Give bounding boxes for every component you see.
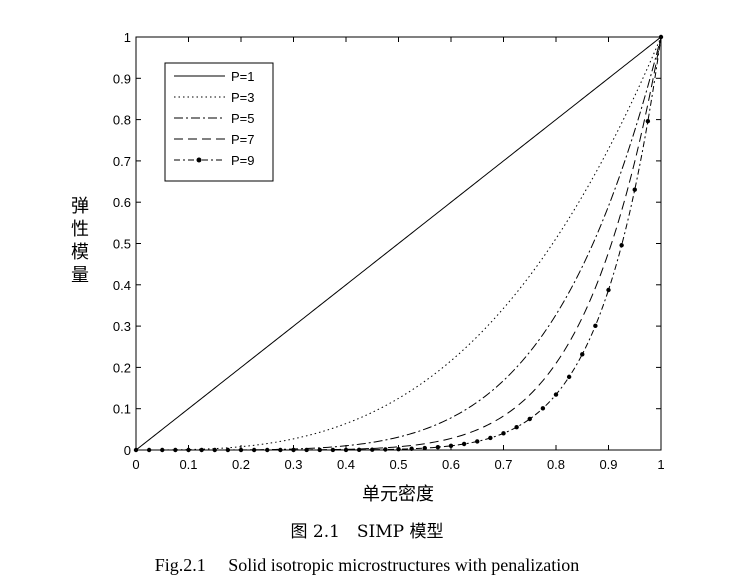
data-point-P9 [330, 447, 336, 453]
y-axis-title-char: 性 [71, 219, 89, 240]
legend-label: P=1 [231, 69, 255, 84]
data-point-P9 [593, 323, 598, 329]
data-point-P9 [658, 34, 664, 40]
data-point-P9 [356, 447, 362, 453]
data-point-P9 [580, 352, 585, 357]
x-axis-title: 单元密度 [362, 484, 434, 505]
data-point-P9 [396, 446, 401, 452]
data-point-P9 [186, 447, 191, 453]
y-axis-title-char: 模 [71, 242, 89, 263]
data-point-P9 [383, 447, 388, 452]
x-tick-label: 0.5 [389, 457, 407, 472]
data-point-P9 [514, 424, 519, 430]
x-tick-label: 0.9 [599, 457, 617, 472]
legend-label: P=5 [231, 111, 255, 126]
data-point-P9 [527, 416, 532, 422]
x-tick-label: 0.7 [494, 457, 512, 472]
data-point-P9 [238, 447, 244, 453]
data-point-P9 [173, 447, 178, 453]
data-point-P9 [225, 447, 231, 453]
x-tick-label: 0.3 [284, 457, 302, 472]
y-tick-label: 1 [124, 30, 131, 45]
y-axis-title-char: 弹 [71, 196, 89, 217]
data-point-P9 [422, 445, 427, 451]
data-point-P9 [645, 118, 651, 124]
data-point-P9 [501, 431, 506, 436]
legend-label: P=9 [231, 153, 255, 168]
data-point-P9 [133, 447, 139, 453]
x-tick-label: 0.4 [337, 457, 355, 472]
data-point-P9 [435, 444, 441, 450]
y-tick-label: 0.8 [113, 113, 131, 128]
y-tick-label: 0.7 [113, 154, 131, 169]
data-point-P9 [540, 406, 546, 411]
data-point-P9 [475, 439, 480, 444]
data-point-P9 [278, 447, 283, 453]
data-point-P9 [606, 287, 611, 293]
legend: P=1 P=3 P=5 P=7 P=9 [164, 62, 274, 182]
data-point-P9 [461, 441, 467, 447]
data-point-P9 [304, 447, 309, 453]
axis-ticks: 0 0.1 0.2 0.3 0.4 0.5 0.6 0.7 0.8 0.9 1 0 0.1 0.2 0.3 0… [113, 30, 665, 472]
y-tick-label: 0.2 [113, 360, 131, 375]
series-line-P1 [135, 36, 662, 451]
data-point-P9 [448, 443, 454, 449]
data-point-P9 [409, 446, 414, 451]
legend-label: P=3 [231, 90, 255, 105]
y-tick-label: 0.5 [113, 237, 131, 252]
data-point-P9 [265, 447, 270, 453]
x-tick-label: 0.2 [232, 457, 250, 472]
y-tick-label: 0.1 [113, 402, 131, 417]
y-tick-label: 0.3 [113, 319, 131, 334]
data-point-P9 [370, 447, 375, 452]
data-point-P9 [553, 392, 559, 397]
data-point-P9 [632, 187, 637, 192]
data-point-P9 [566, 374, 572, 380]
data-point-P9 [251, 447, 257, 453]
figure-caption-chinese: 图 2.1 SIMP 模型 [290, 522, 444, 542]
x-tick-label: 0 [132, 457, 139, 472]
chart: 0 0.1 0.2 0.3 0.4 0.5 0.6 0.7 0.8 0.9 1 0 0.1 0.2 0.3 0… [71, 30, 665, 505]
y-tick-label: 0.6 [113, 195, 131, 210]
y-tick-label: 0.9 [113, 71, 131, 86]
data-point-P9 [146, 447, 152, 453]
x-tick-label: 0.6 [442, 457, 460, 472]
legend-box [164, 62, 274, 182]
data-point-P9 [488, 435, 493, 441]
y-tick-label: 0.4 [113, 278, 131, 293]
x-tick-label: 0.1 [179, 457, 197, 472]
data-point-P9 [291, 447, 296, 453]
data-point-P9 [619, 243, 624, 248]
legend-marker [196, 157, 202, 163]
data-point-P9 [160, 447, 165, 453]
series-line-P3 [136, 36, 662, 451]
data-point-P9 [343, 447, 349, 453]
x-tick-label: 1 [657, 457, 664, 472]
figure-caption-english: Fig.2.1 Solid isotropic microstructures … [154, 555, 580, 575]
series-lines [133, 34, 664, 453]
x-tick-label: 0.8 [547, 457, 565, 472]
data-point-P9 [317, 447, 322, 453]
y-tick-label: 0 [124, 443, 131, 458]
data-point-P9 [212, 447, 217, 453]
y-axis-title: 弹性模量 [71, 196, 89, 286]
legend-label: P=7 [231, 132, 255, 147]
data-point-P9 [199, 447, 204, 453]
y-axis-title-char: 量 [71, 265, 89, 286]
